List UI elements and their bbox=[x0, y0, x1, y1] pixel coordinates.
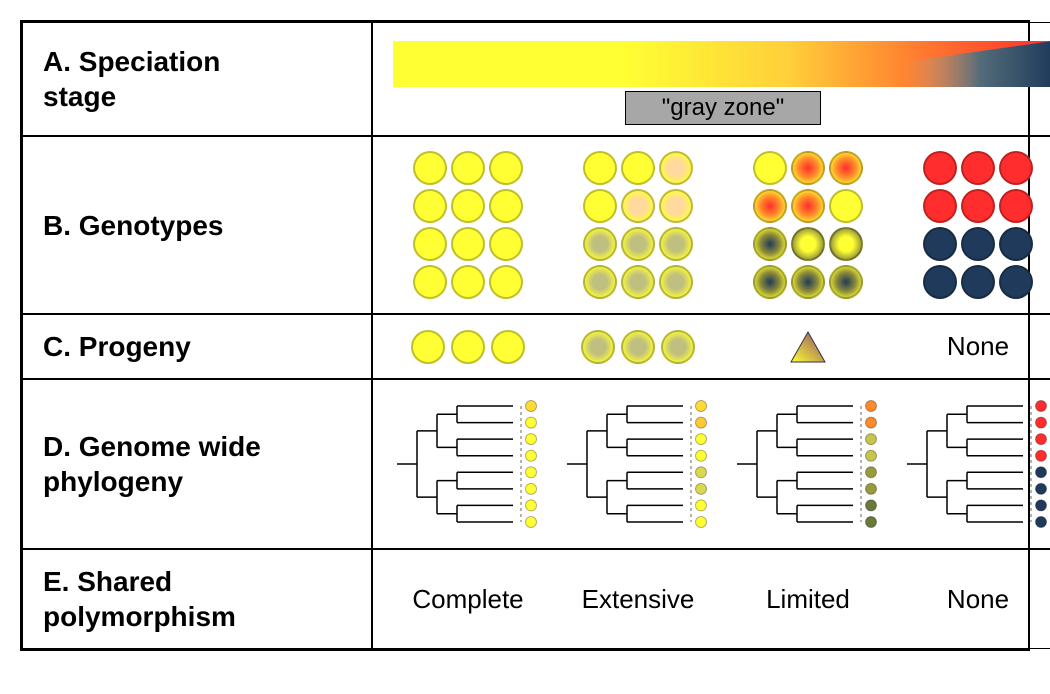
phylogeny-col2 bbox=[563, 394, 713, 534]
progeny-circle bbox=[581, 330, 615, 364]
genotype-circle bbox=[753, 189, 787, 223]
rowA-label-cell: A. Speciationstage bbox=[22, 22, 372, 136]
rowE-label: E. Sharedpolymorphism bbox=[43, 564, 236, 634]
genotype-circle bbox=[961, 265, 995, 299]
genotype-circle bbox=[829, 227, 863, 261]
phylogeny-col4 bbox=[903, 394, 1050, 534]
genotype-circle bbox=[583, 265, 617, 299]
rowD-content bbox=[372, 379, 1050, 549]
phylogeny-tree-icon bbox=[563, 394, 713, 534]
rowD-label-cell: D. Genome widephylogeny bbox=[22, 379, 372, 549]
genotype-circle bbox=[659, 151, 693, 185]
genotype-circle bbox=[829, 151, 863, 185]
progeny-col4: None bbox=[913, 331, 1043, 362]
genotype-circle bbox=[451, 265, 485, 299]
genotype-circle bbox=[451, 189, 485, 223]
genotype-circle bbox=[583, 151, 617, 185]
polymorphism-label: Limited bbox=[743, 584, 873, 615]
genotype-circle bbox=[753, 227, 787, 261]
phylogeny-col3 bbox=[733, 394, 883, 534]
genotype-circle bbox=[923, 227, 957, 261]
genotypes-col3 bbox=[753, 151, 863, 299]
rowA-label: A. Speciationstage bbox=[43, 44, 220, 114]
rowB-label-cell: B. Genotypes bbox=[22, 136, 372, 314]
genotype-circle bbox=[961, 151, 995, 185]
genotype-circle bbox=[451, 151, 485, 185]
genotype-circle bbox=[659, 227, 693, 261]
genotype-circle bbox=[829, 265, 863, 299]
progeny-triangle-icon bbox=[789, 330, 827, 364]
rowB-content bbox=[372, 136, 1050, 314]
genotype-circle bbox=[659, 189, 693, 223]
genotype-circle bbox=[791, 265, 825, 299]
genotype-circle bbox=[451, 227, 485, 261]
genotype-circle bbox=[999, 189, 1033, 223]
genotype-circle bbox=[829, 189, 863, 223]
rowE-content: Complete Extensive Limited None bbox=[372, 549, 1050, 649]
genotype-circle bbox=[583, 189, 617, 223]
rowC-label: C. Progeny bbox=[43, 329, 191, 364]
genotypes-col2 bbox=[583, 151, 693, 299]
genotype-circle bbox=[999, 151, 1033, 185]
genotype-circle bbox=[923, 265, 957, 299]
genotypes-col4 bbox=[923, 151, 1033, 299]
progeny-col1 bbox=[403, 330, 533, 364]
genotype-circle bbox=[791, 151, 825, 185]
genotype-circle bbox=[999, 265, 1033, 299]
genotype-circle bbox=[621, 151, 655, 185]
genotype-circle bbox=[489, 227, 523, 261]
progeny-circle bbox=[661, 330, 695, 364]
genotype-circle bbox=[583, 227, 617, 261]
genotype-circle bbox=[923, 189, 957, 223]
genotype-circle bbox=[489, 265, 523, 299]
phylogeny-tree-icon bbox=[903, 394, 1050, 534]
genotype-circle bbox=[413, 265, 447, 299]
phylogeny-tree-icon bbox=[733, 394, 883, 534]
rowC-content: None bbox=[372, 314, 1050, 379]
genotype-circle bbox=[961, 189, 995, 223]
genotype-circle bbox=[621, 227, 655, 261]
rowB-label: B. Genotypes bbox=[43, 208, 223, 243]
rowC-label-cell: C. Progeny bbox=[22, 314, 372, 379]
grayzone-wrap: "gray zone" bbox=[393, 91, 1050, 125]
genotype-circle bbox=[999, 227, 1033, 261]
genotype-circle bbox=[923, 151, 957, 185]
grayzone-label: "gray zone" bbox=[625, 91, 821, 125]
progeny-circle bbox=[491, 330, 525, 364]
figure-grid: A. Speciationstage "gray zone" B. Genoty… bbox=[20, 20, 1030, 651]
genotype-circle bbox=[621, 189, 655, 223]
progeny-circle bbox=[411, 330, 445, 364]
genotype-circle bbox=[753, 265, 787, 299]
genotype-circle bbox=[413, 151, 447, 185]
phylogeny-tree-icon bbox=[393, 394, 543, 534]
progeny-circle bbox=[621, 330, 655, 364]
rowE-label-cell: E. Sharedpolymorphism bbox=[22, 549, 372, 649]
polymorphism-label: None bbox=[913, 584, 1043, 615]
phylogeny-col1 bbox=[393, 394, 543, 534]
genotype-circle bbox=[621, 265, 655, 299]
genotype-circle bbox=[791, 227, 825, 261]
polymorphism-label: Extensive bbox=[573, 584, 703, 615]
genotype-circle bbox=[659, 265, 693, 299]
progeny-none-text: None bbox=[947, 331, 1009, 362]
genotype-circle bbox=[489, 151, 523, 185]
genotype-circle bbox=[753, 151, 787, 185]
genotype-circle bbox=[961, 227, 995, 261]
speciation-colorbar bbox=[393, 41, 1050, 87]
genotype-circle bbox=[413, 227, 447, 261]
polymorphism-label: Complete bbox=[403, 584, 533, 615]
genotype-circle bbox=[791, 189, 825, 223]
progeny-circle bbox=[451, 330, 485, 364]
genotype-circle bbox=[413, 189, 447, 223]
progeny-col2 bbox=[573, 330, 703, 364]
rowA-content: "gray zone" bbox=[372, 22, 1050, 136]
genotype-circle bbox=[489, 189, 523, 223]
rowD-label: D. Genome widephylogeny bbox=[43, 429, 261, 499]
genotypes-col1 bbox=[413, 151, 523, 299]
progeny-col3 bbox=[743, 330, 873, 364]
